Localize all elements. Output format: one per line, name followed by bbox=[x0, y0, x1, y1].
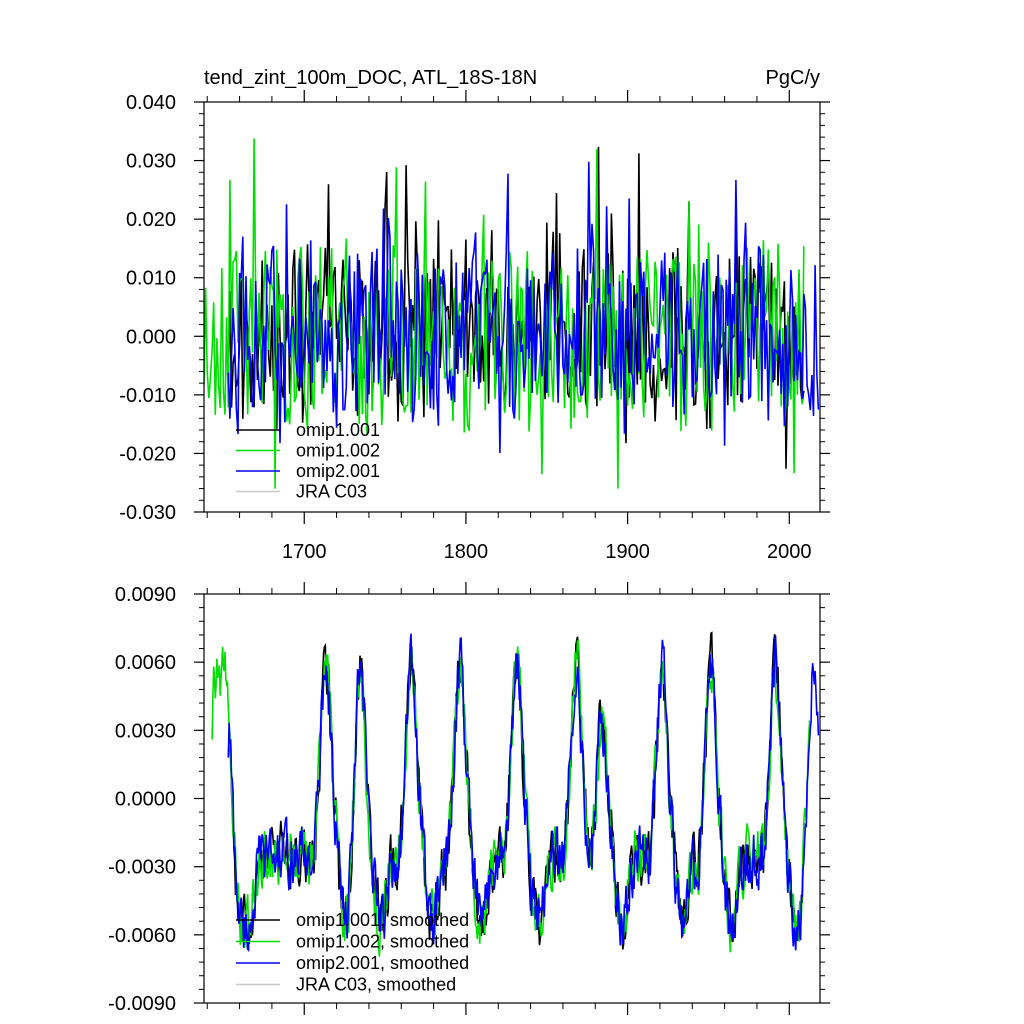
units-label: PgC/y bbox=[766, 67, 820, 89]
y-tick-label: 0.040 bbox=[126, 92, 176, 114]
y-tick-label: 0.000 bbox=[126, 326, 176, 348]
legend-label: omip1.001 bbox=[296, 420, 380, 440]
series-group bbox=[204, 138, 820, 489]
y-tick-label: 0.0060 bbox=[115, 652, 176, 674]
legend-label: omip1.002 bbox=[296, 441, 380, 461]
y-tick-label: -0.010 bbox=[119, 385, 176, 407]
chart-title: tend_zint_100m_DOC, ATL_18S-18N bbox=[204, 67, 537, 89]
y-tick-label: -0.020 bbox=[119, 443, 176, 465]
legend-label: JRA C03 bbox=[296, 482, 367, 502]
top-panel: tend_zint_100m_DOC, ATL_18S-18N PgC/y -0… bbox=[119, 67, 830, 563]
x-tick-label: 1800 bbox=[444, 541, 489, 563]
y-tick-label: -0.0060 bbox=[108, 925, 176, 947]
series-line-2 bbox=[227, 161, 820, 454]
legend-label: omip1.001, smoothed bbox=[296, 910, 469, 930]
y-tick-label: -0.0090 bbox=[108, 993, 176, 1015]
y-tick-label: 0.0000 bbox=[115, 789, 176, 811]
y-tick-label: 0.0090 bbox=[115, 584, 176, 606]
y-tick-label: 0.020 bbox=[126, 209, 176, 231]
y-tick-label: 0.0030 bbox=[115, 720, 176, 742]
series-line-1 bbox=[204, 138, 805, 489]
plot-frame bbox=[203, 101, 821, 513]
x-tick-label: 1700 bbox=[282, 541, 327, 563]
series-line-2 bbox=[227, 633, 820, 953]
y-tick-label: -0.0030 bbox=[108, 857, 176, 879]
y-tick-label: -0.030 bbox=[119, 502, 176, 524]
y-tick-label: 0.010 bbox=[126, 268, 176, 290]
legend-label: omip1.002, smoothed bbox=[296, 932, 469, 952]
x-tick-label: 1900 bbox=[605, 541, 650, 563]
legend-label: omip2.001, smoothed bbox=[296, 953, 469, 973]
x-tick-label: 2000 bbox=[767, 541, 812, 563]
y-tick-label: 0.030 bbox=[126, 151, 176, 173]
bottom-panel: -0.0090 -0.0060 -0.0030 0.0000 0.0030 0.0060 0… bbox=[108, 582, 830, 1015]
series-group bbox=[211, 631, 820, 957]
legend-label: JRA C03, smoothed bbox=[296, 975, 456, 995]
legend-label: omip2.001 bbox=[296, 461, 380, 481]
